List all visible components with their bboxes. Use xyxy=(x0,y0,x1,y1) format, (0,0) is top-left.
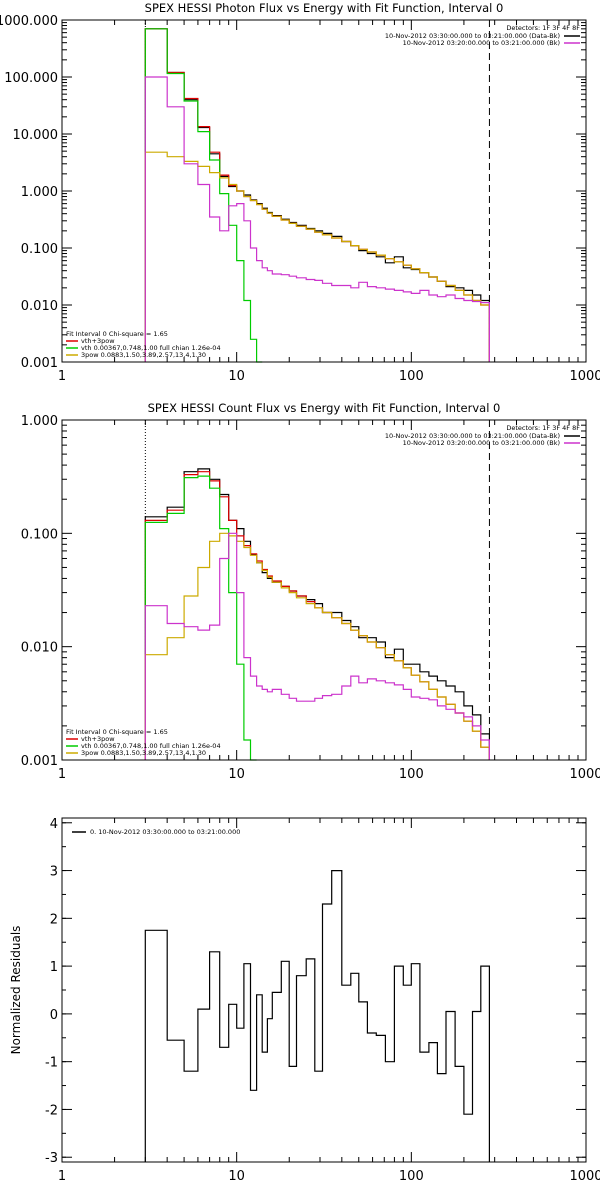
y-axis-label: Normalized Residuals xyxy=(9,926,23,1055)
legend-entry: 10-Nov-2012 03:30:00.000 to 03:21:00.000… xyxy=(385,432,560,440)
x-tick-label: 1 xyxy=(58,369,66,384)
y-tick-label: 0.100 xyxy=(21,527,58,542)
y-tick-label: 1000.000 xyxy=(0,14,58,29)
x-tick-label: 100 xyxy=(399,767,424,782)
x-tick-label: 10 xyxy=(228,767,245,782)
y-tick-label: 0.010 xyxy=(21,641,58,656)
series-line-4 xyxy=(144,76,490,362)
chart-2: Normalized Residuals 1 10 100 1000 -3 -2 -1 0 1 2 3… xyxy=(9,817,600,1184)
legend-entry: 10-Nov-2012 03:20:00.000 to 03:21:00.000… xyxy=(403,39,560,47)
x-tick-label: 100 xyxy=(399,369,424,384)
y-tick-label: 1.000 xyxy=(21,185,58,200)
legend-entry: 10-Nov-2012 03:30:00.000 to 03:21:00.000… xyxy=(385,32,560,40)
legend-entry: vth 0.00367,0.748,1.00 full chian 1.26e-… xyxy=(81,742,221,750)
x-tick-label: 100 xyxy=(399,1169,424,1184)
y-tick-label: 0 xyxy=(50,1008,58,1023)
plot-frame xyxy=(61,19,587,363)
x-tick-label: 1000 xyxy=(569,1169,600,1184)
legend-entry: 10-Nov-2012 03:20:00.000 to 03:21:00.000… xyxy=(403,439,560,447)
legend-entry: vth+3pow xyxy=(81,735,115,743)
legend-header: Detectors: 1F 3F 4F 8F xyxy=(506,24,580,32)
legend-entry: 3pow 0.0883,1.50,3.89,2.57,13.4,1.30 xyxy=(81,749,206,757)
y-tick-label: -1 xyxy=(45,1056,58,1071)
y-tick-label: -3 xyxy=(45,1151,58,1166)
chart-title: SPEX HESSI Count Flux vs Energy with Fit… xyxy=(148,401,501,415)
series-line-3 xyxy=(144,532,490,760)
y-tick-label: 0.001 xyxy=(21,754,58,769)
y-tick-label: 3 xyxy=(50,865,58,880)
y-tick-label: 1.000 xyxy=(21,414,58,429)
series-line-0 xyxy=(144,870,490,1162)
y-tick-label: 10.000 xyxy=(13,128,59,143)
legend-header: Detectors: 1F 3F 4F 8F xyxy=(506,424,580,432)
legend-entry: vth+3pow xyxy=(81,337,115,345)
chart-title: SPEX HESSI Photon Flux vs Energy with Fi… xyxy=(145,1,504,15)
series-line-0 xyxy=(144,28,490,362)
series-line-2 xyxy=(144,475,257,761)
y-tick-label: 0.010 xyxy=(21,299,58,314)
x-tick-label: 10 xyxy=(228,1169,245,1184)
y-tick-label: 4 xyxy=(50,817,58,832)
x-tick-label: 1000 xyxy=(569,767,600,782)
chart-0: SPEX HESSI Photon Flux vs Energy with Fi… xyxy=(0,1,600,384)
series-line-4 xyxy=(144,532,490,760)
y-tick-label: 0.001 xyxy=(21,356,58,371)
x-tick-label: 1 xyxy=(58,1169,66,1184)
x-tick-label: 10 xyxy=(228,369,245,384)
legend-header: Fit Interval 0 Chi-square = 1.65 xyxy=(66,330,168,338)
y-tick-label: 0.100 xyxy=(21,242,58,257)
legend-entry: vth 0.00367,0.748,1.00 full chian 1.26e-… xyxy=(81,344,221,352)
x-tick-label: 1 xyxy=(58,767,66,782)
y-tick-label: 2 xyxy=(50,912,58,927)
plot-frame xyxy=(61,817,587,1163)
series-line-3 xyxy=(144,151,490,362)
y-tick-label: -2 xyxy=(45,1103,58,1118)
series-line-2 xyxy=(144,28,263,363)
y-tick-label: 100.000 xyxy=(4,71,58,86)
legend-entry: 3pow 0.0883,1.50,3.89,2.57,13.4,1.30 xyxy=(81,351,206,359)
series-line-0 xyxy=(144,468,490,760)
x-tick-label: 1000 xyxy=(569,369,600,384)
legend-bottom: Fit Interval 0 Chi-square = 1.65vth+3pow… xyxy=(66,728,221,757)
series-line-1 xyxy=(144,471,490,760)
series-line-1 xyxy=(144,28,490,362)
plot-frame xyxy=(61,419,587,761)
legend-header: Fit Interval 0 Chi-square = 1.65 xyxy=(66,728,168,736)
legend-bottom: Fit Interval 0 Chi-square = 1.65vth+3pow… xyxy=(66,330,221,359)
legend-entry: 0. 10-Nov-2012 03:30:00.000 to 03:21:00.… xyxy=(90,828,240,836)
y-tick-label: 1 xyxy=(50,960,58,975)
legend-top: 0. 10-Nov-2012 03:30:00.000 to 03:21:00.… xyxy=(72,828,240,836)
chart-1: SPEX HESSI Count Flux vs Energy with Fit… xyxy=(21,401,600,782)
